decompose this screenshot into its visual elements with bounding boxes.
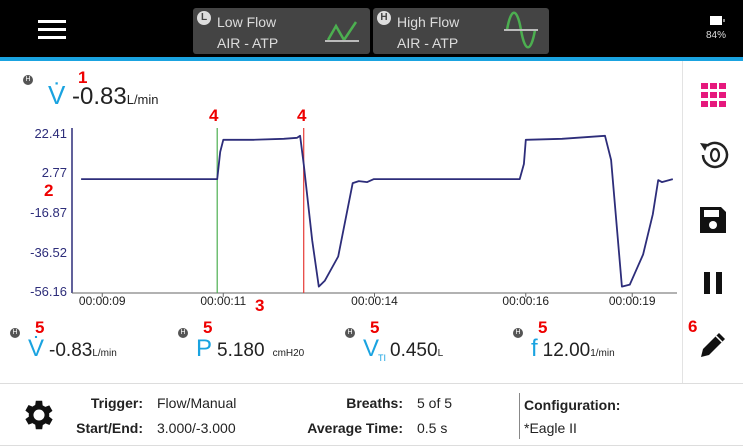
sensor-badge: H [377,11,391,25]
x-tick-label: 00:00:19 [608,294,656,308]
divider [519,393,520,439]
measurement-unit: L [437,348,444,359]
header-divider [0,57,743,61]
start-end-label: Start/End: [76,420,143,436]
sensor-badge: H [23,75,33,85]
measurement-symbol: V [363,335,380,362]
sensor-badge: H [178,328,188,338]
sensor-gas: AIR - ATP [217,35,279,51]
flow-symbol: V̇ [48,80,66,110]
measurement-2[interactable]: VTI 0.450L [363,335,443,363]
main-flow-reading: V̇ -0.83L/min [48,80,159,111]
measurement-symbol: f [531,335,538,362]
annotation-marker: 5 [35,318,45,337]
sensor-badge: H [10,328,20,338]
measurement-value: -0.83 [49,340,93,361]
annotation-marker: 5 [538,318,548,337]
measurement-unit: 1/min [590,348,615,359]
annotation-marker: 4 [209,106,219,125]
annotation-marker: 6 [688,317,698,336]
average-time-label: Average Time: [307,420,403,436]
flow-series-line [81,134,674,288]
battery-icon [710,16,725,25]
breaths-value: 5 of 5 [417,395,453,411]
hamburger-menu-icon[interactable] [38,20,66,40]
measurement-value: 0.450 [390,340,438,361]
start-end-value: 3.000/-3.000 [157,420,236,436]
sensor-gas: AIR - ATP [397,35,459,51]
reset-zero-icon[interactable] [695,137,731,173]
y-tick-label: -16.87 [30,204,67,220]
pause-icon[interactable] [695,265,731,301]
low-flow-sensor-button[interactable]: L Low Flow AIR - ATP [193,8,370,54]
annotation-marker: 3 [255,296,265,315]
breaths-label: Breaths: [346,395,403,411]
trigger-label: Trigger: [90,395,143,411]
main-flow-unit: L/min [126,92,159,107]
annotation-marker: 4 [297,106,307,125]
measurement-unit: L/min [92,348,117,359]
x-tick-label: 00:00:11 [200,294,247,308]
high-flow-sensor-button[interactable]: H High Flow AIR - ATP [373,8,549,54]
configuration-label: Configuration: [524,397,621,413]
sensor-badge: H [345,328,355,338]
sensor-badge: H [513,328,523,338]
y-tick-label: -56.16 [30,284,67,299]
configuration-value: *Eagle II [524,420,577,436]
measurement-symbol: V̇ [28,335,45,362]
annotation-marker: 1 [78,68,88,87]
y-tick-label: 2.77 [41,165,67,181]
edit-pencil-icon[interactable] [695,327,731,363]
status-panel: Trigger: Flow/Manual Start/End: 3.000/-3… [0,383,743,446]
battery-level: 84% [705,30,726,41]
sensor-name: High Flow [397,14,460,30]
measurement-value: 5.180 [217,340,265,361]
x-tick-label: 00:00:14 [351,294,398,308]
trigger-value: Flow/Manual [157,395,237,411]
save-icon[interactable] [695,202,731,238]
settings-gear-icon[interactable] [20,396,58,439]
y-tick-label: 22.41 [34,126,67,141]
measurement-unit: cmH20 [272,348,305,359]
average-time-value: 0.5 s [417,420,448,436]
measurement-symbol: P [196,335,213,362]
battery-indicator: 84% [702,16,730,41]
measurement-1[interactable]: P 5.180 cmH20 [196,335,304,363]
measurement-value: 12.00 [542,340,591,361]
top-bar: L Low Flow AIR - ATP H High Flow AIR - A… [0,0,743,57]
annotation-marker: 5 [203,318,213,337]
annotation-marker: 2 [44,181,54,200]
sensor-name: Low Flow [217,14,277,30]
low-flow-wave-icon [325,21,359,43]
high-flow-sine-icon [504,11,538,49]
sensor-badge: L [197,11,211,25]
measurement-0[interactable]: V̇ -0.83L/min [28,335,117,363]
annotation-marker: 5 [370,318,380,337]
y-tick-label: -36.52 [30,244,67,260]
right-toolbar: 6 [682,61,743,383]
grid-icon[interactable] [695,77,731,113]
x-tick-label: 00:00:09 [78,294,126,308]
main-flow-value: -0.83 [72,83,127,110]
measurement-3[interactable]: f 12.001/min [531,335,615,363]
measurement-subscript: TI [378,352,387,363]
x-tick-label: 00:00:16 [502,294,550,308]
